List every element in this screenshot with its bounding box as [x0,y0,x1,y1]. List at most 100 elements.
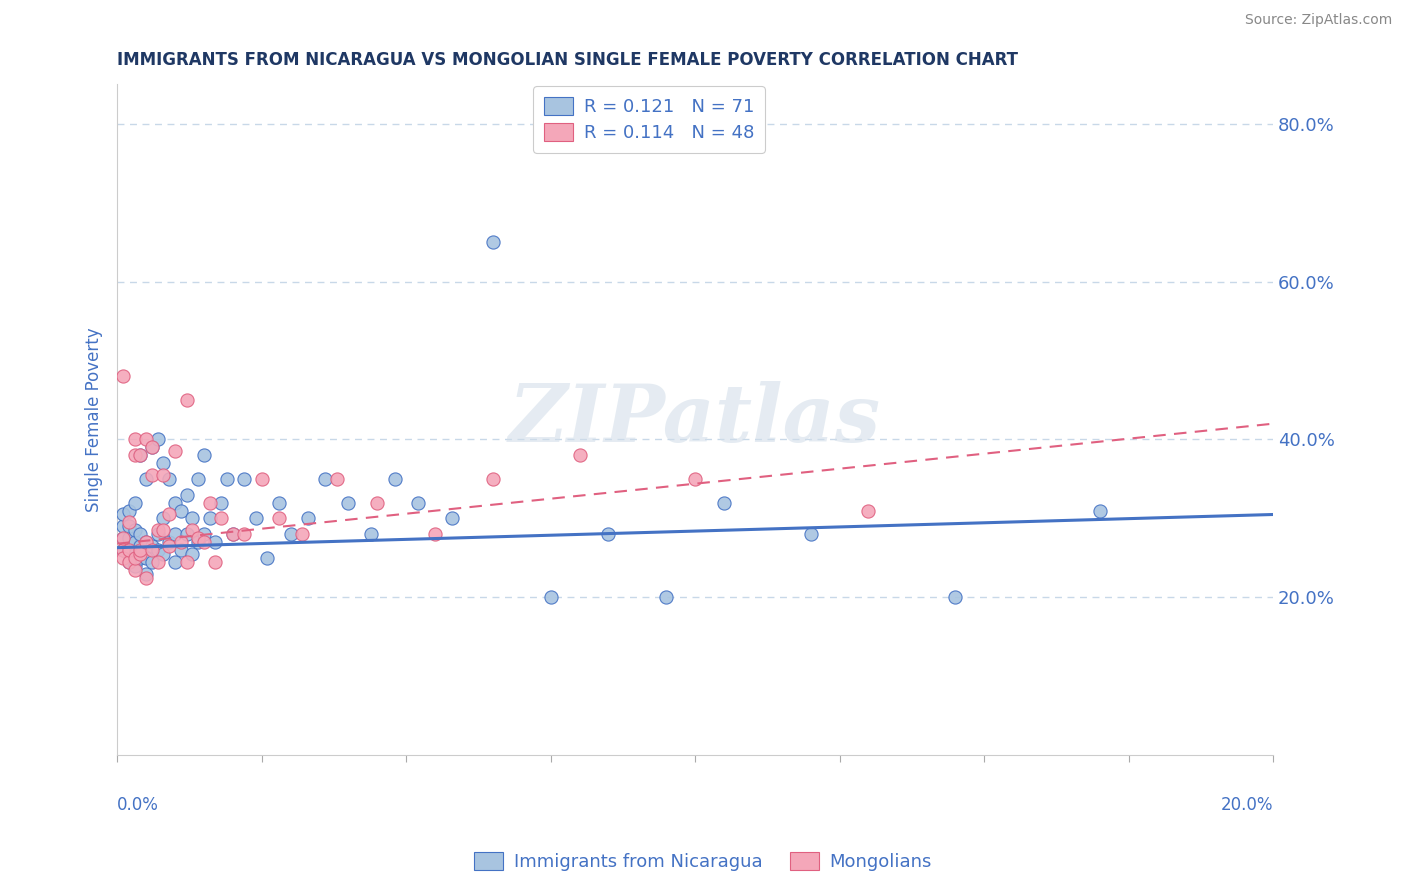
Point [111,531,134,545]
Point [129,448,152,462]
Point [152,468,174,483]
Point [187,535,209,549]
Point [482,472,505,486]
Point [176,527,198,541]
Point [124,433,146,447]
Text: 20.0%: 20.0% [1220,796,1272,814]
Point [568,448,591,462]
Point [482,235,505,249]
Point [245,511,267,525]
Point [111,519,134,533]
Point [141,441,163,455]
Point [384,472,406,486]
Point [176,392,198,407]
Text: ZIPatlas: ZIPatlas [509,381,882,458]
Point [280,527,302,541]
Point [540,591,562,605]
Point [598,527,620,541]
Point [181,511,204,525]
Point [118,519,141,533]
Point [146,543,169,558]
Point [135,472,157,486]
Point [118,543,141,558]
Point [406,496,429,510]
Point [176,488,198,502]
Point [209,511,232,525]
Point [176,555,198,569]
Point [187,472,209,486]
Point [118,531,141,545]
Point [441,511,464,525]
Point [135,535,157,549]
Point [713,496,735,510]
Point [170,535,193,549]
Point [129,527,152,541]
Point [152,523,174,537]
Point [118,503,141,517]
Point [146,555,169,569]
Point [157,472,180,486]
Point [146,527,169,541]
Text: 0.0%: 0.0% [117,796,159,814]
Point [118,555,141,569]
Point [187,531,209,545]
Legend: Immigrants from Nicaragua, Mongolians: Immigrants from Nicaragua, Mongolians [467,846,939,879]
Y-axis label: Single Female Poverty: Single Female Poverty [86,327,103,512]
Point [129,550,152,565]
Point [111,508,134,522]
Point [111,369,134,384]
Point [267,511,290,525]
Point [858,503,880,517]
Point [170,503,193,517]
Point [129,448,152,462]
Point [683,472,706,486]
Point [215,472,238,486]
Point [111,531,134,545]
Point [152,547,174,561]
Point [181,523,204,537]
Point [141,555,163,569]
Point [157,539,180,553]
Point [222,527,245,541]
Point [233,527,256,541]
Point [129,543,152,558]
Point [124,547,146,561]
Point [193,448,215,462]
Point [146,523,169,537]
Point [204,535,226,549]
Point [124,550,146,565]
Point [129,539,152,553]
Point [233,472,256,486]
Point [124,523,146,537]
Point [146,433,169,447]
Point [124,558,146,573]
Point [124,563,146,577]
Point [124,496,146,510]
Point [337,496,360,510]
Point [222,527,245,541]
Point [250,472,273,486]
Legend: R = 0.121   N = 71, R = 0.114   N = 48: R = 0.121 N = 71, R = 0.114 N = 48 [533,87,765,153]
Point [198,511,221,525]
Point [366,496,388,510]
Point [163,444,186,458]
Point [135,433,157,447]
Point [193,527,215,541]
Point [326,472,349,486]
Point [209,496,232,510]
Point [163,527,186,541]
Point [118,516,141,530]
Point [157,508,180,522]
Point [135,535,157,549]
Point [204,555,226,569]
Point [198,496,221,510]
Point [129,547,152,561]
Point [193,535,215,549]
Point [314,472,336,486]
Point [181,547,204,561]
Point [141,441,163,455]
Point [135,566,157,581]
Point [135,571,157,585]
Point [141,543,163,558]
Point [124,448,146,462]
